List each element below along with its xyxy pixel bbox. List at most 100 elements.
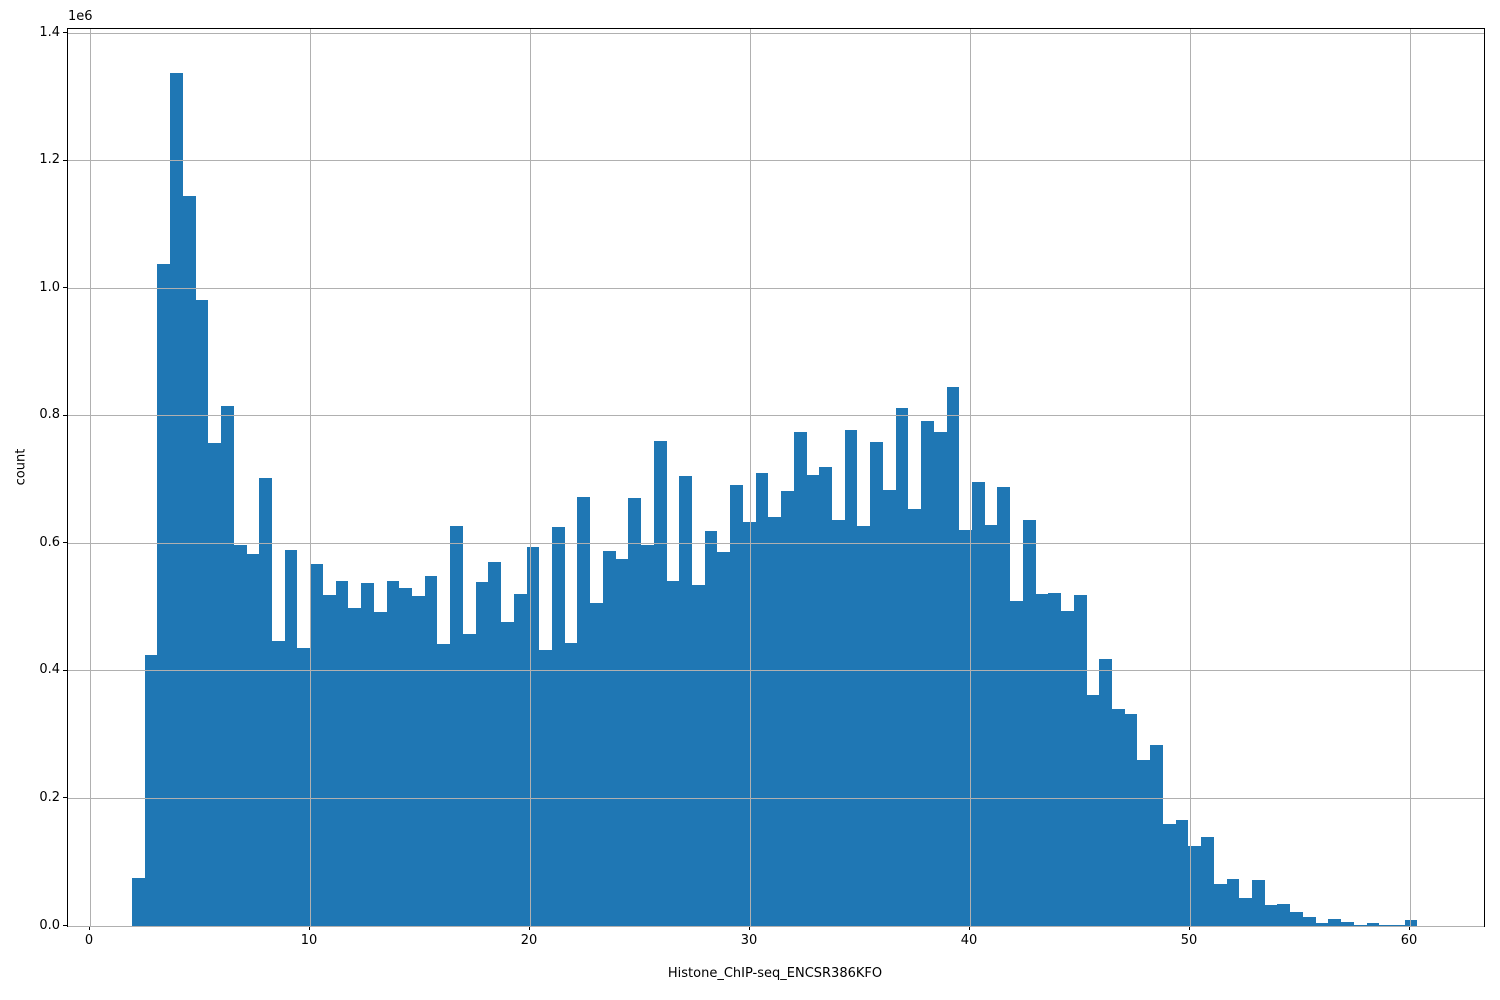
x-tick-mark (1409, 926, 1411, 930)
histogram-bar (692, 584, 705, 926)
histogram-bar (1213, 883, 1227, 926)
histogram-bar (399, 588, 412, 926)
histogram-bar (195, 299, 209, 926)
histogram-bar (832, 519, 845, 926)
histogram-bar (1366, 923, 1380, 926)
histogram-bar (704, 530, 718, 926)
histogram-bar (1302, 917, 1316, 926)
x-tick-label: 30 (740, 933, 758, 948)
histogram-bar (742, 521, 756, 926)
y-tick-label: 1.2 (39, 152, 60, 168)
grid-layer (68, 29, 1484, 927)
histogram-bar (1086, 695, 1100, 926)
gridline-vertical (529, 29, 531, 926)
x-axis-label: Histone_ChIP-seq_ENCSR386KFO (667, 966, 883, 981)
histogram-bar (310, 563, 323, 926)
x-tick-label: 10 (300, 933, 318, 948)
x-tick-mark (309, 926, 310, 930)
histogram-bar (1137, 760, 1151, 926)
gridline-horizontal (68, 32, 1484, 34)
histogram-bar (793, 431, 807, 926)
histogram-bar (768, 516, 782, 926)
histogram-bar (144, 655, 158, 926)
gridline-horizontal (68, 797, 1484, 799)
histogram-bar (755, 473, 769, 926)
y-tick-label: 0.4 (39, 662, 60, 678)
histogram-bar (272, 641, 285, 926)
y-tick-mark (63, 669, 67, 671)
plot-area (67, 28, 1485, 927)
x-tick-mark (1189, 926, 1191, 930)
histogram-bar (1201, 836, 1214, 926)
histogram-bar (972, 481, 985, 926)
histogram-bar (1264, 904, 1278, 926)
histogram-bar (1328, 919, 1342, 926)
histogram-bar (1175, 820, 1189, 926)
gridline-vertical (89, 29, 91, 926)
histogram-bar (1239, 897, 1253, 926)
y-tick-label: 0.2 (39, 789, 60, 805)
x-tick-label: 40 (960, 933, 978, 948)
histogram-bar (246, 554, 260, 926)
x-tick-mark (969, 926, 971, 930)
histogram-bar (501, 621, 514, 926)
histogram-bar (857, 526, 871, 926)
histogram-bar (361, 583, 374, 926)
histogram-bar (615, 558, 629, 926)
histogram-bar (819, 466, 833, 926)
histogram-bar (132, 877, 145, 926)
histogram-bar (208, 442, 222, 926)
histogram-bar (182, 196, 196, 926)
y-tick-label: 1.4 (39, 24, 60, 40)
gridline-horizontal (68, 160, 1484, 162)
histogram-bar (552, 526, 565, 926)
histogram-bar (1353, 924, 1367, 926)
histogram-bar (513, 593, 527, 926)
x-tick-mark (529, 926, 531, 930)
y-tick-mark (63, 414, 67, 416)
histogram-bar (921, 421, 934, 926)
histogram-bar (233, 545, 247, 926)
histogram-bar (666, 581, 680, 926)
bars-layer (68, 29, 1484, 926)
histogram-bar (946, 386, 960, 926)
y-tick-label: 0.8 (39, 407, 60, 423)
histogram-bar (844, 430, 858, 926)
histogram-bar (373, 611, 387, 926)
gridline-horizontal (68, 670, 1484, 672)
histogram-bar (1252, 880, 1265, 926)
histogram-bar (1162, 824, 1176, 926)
y-tick-label: 1.0 (39, 279, 60, 295)
y-tick-mark (63, 159, 67, 161)
histogram-bar (1010, 600, 1023, 926)
histogram-bar (335, 581, 349, 926)
histogram-bar (1150, 744, 1163, 926)
gridline-vertical (749, 29, 751, 926)
histogram-bar (730, 484, 743, 926)
histogram-bar (628, 498, 642, 926)
histogram-bar (908, 509, 922, 926)
histogram-bar (297, 648, 311, 926)
histogram-bar (882, 489, 896, 926)
histogram-bar (157, 264, 171, 926)
y-axis-offset-text: 1e6 (68, 9, 93, 24)
x-tick-mark (89, 926, 90, 930)
gridline-vertical (309, 29, 311, 926)
histogram-bar (984, 525, 998, 926)
histogram-bar (437, 643, 451, 926)
x-tick-label: 60 (1400, 933, 1418, 948)
histogram-bar (1290, 911, 1303, 926)
histogram-bar (1112, 709, 1125, 926)
gridline-horizontal (68, 287, 1484, 289)
y-tick-mark (63, 287, 67, 289)
histogram-bar (933, 431, 947, 926)
histogram-bar (1073, 594, 1087, 926)
histogram-bar (1226, 878, 1240, 926)
histogram-bar (1188, 846, 1202, 926)
histogram-bar (1277, 903, 1291, 926)
histogram-bar (424, 576, 438, 926)
histogram-bar (1341, 921, 1354, 926)
histogram-bar (564, 642, 578, 926)
histogram-bar (526, 546, 540, 926)
